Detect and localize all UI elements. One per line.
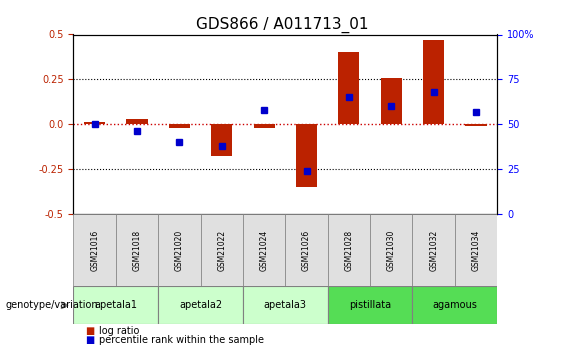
FancyBboxPatch shape — [158, 286, 243, 324]
Text: GSM21034: GSM21034 — [472, 229, 480, 271]
FancyBboxPatch shape — [412, 286, 497, 324]
Bar — [84, 122, 105, 124]
Text: GSM21024: GSM21024 — [260, 229, 268, 271]
Text: GSM21030: GSM21030 — [387, 229, 396, 271]
FancyBboxPatch shape — [73, 214, 116, 286]
Text: ■: ■ — [85, 326, 94, 335]
FancyBboxPatch shape — [158, 214, 201, 286]
Text: GSM21032: GSM21032 — [429, 229, 438, 271]
FancyBboxPatch shape — [328, 286, 412, 324]
Bar — [296, 124, 317, 187]
Bar — [169, 124, 190, 128]
Text: log ratio: log ratio — [99, 326, 139, 335]
Text: percentile rank within the sample: percentile rank within the sample — [99, 335, 264, 345]
Bar — [254, 124, 275, 128]
FancyBboxPatch shape — [412, 214, 455, 286]
FancyBboxPatch shape — [285, 214, 328, 286]
Text: apetala1: apetala1 — [94, 300, 137, 310]
Text: GSM21020: GSM21020 — [175, 229, 184, 271]
Bar — [381, 78, 402, 124]
Text: GSM21026: GSM21026 — [302, 229, 311, 271]
FancyBboxPatch shape — [243, 214, 285, 286]
Bar — [423, 40, 444, 124]
Bar — [211, 124, 232, 157]
FancyBboxPatch shape — [328, 214, 370, 286]
Text: GSM21028: GSM21028 — [345, 229, 353, 271]
Text: GSM21018: GSM21018 — [133, 229, 141, 271]
FancyBboxPatch shape — [201, 214, 243, 286]
FancyBboxPatch shape — [73, 286, 158, 324]
Text: genotype/variation: genotype/variation — [6, 300, 98, 310]
Bar — [338, 52, 359, 124]
Text: ■: ■ — [85, 335, 94, 345]
Text: pistillata: pistillata — [349, 300, 391, 310]
FancyBboxPatch shape — [243, 286, 328, 324]
Text: GSM21022: GSM21022 — [218, 229, 226, 271]
Text: GSM21016: GSM21016 — [90, 229, 99, 271]
Text: apetala2: apetala2 — [179, 300, 222, 310]
FancyBboxPatch shape — [116, 214, 158, 286]
FancyBboxPatch shape — [370, 214, 412, 286]
Text: GDS866 / A011713_01: GDS866 / A011713_01 — [196, 17, 369, 33]
Text: agamous: agamous — [432, 300, 477, 310]
Bar — [466, 124, 486, 126]
Text: apetala3: apetala3 — [264, 300, 307, 310]
FancyBboxPatch shape — [455, 214, 497, 286]
Bar — [127, 119, 147, 124]
